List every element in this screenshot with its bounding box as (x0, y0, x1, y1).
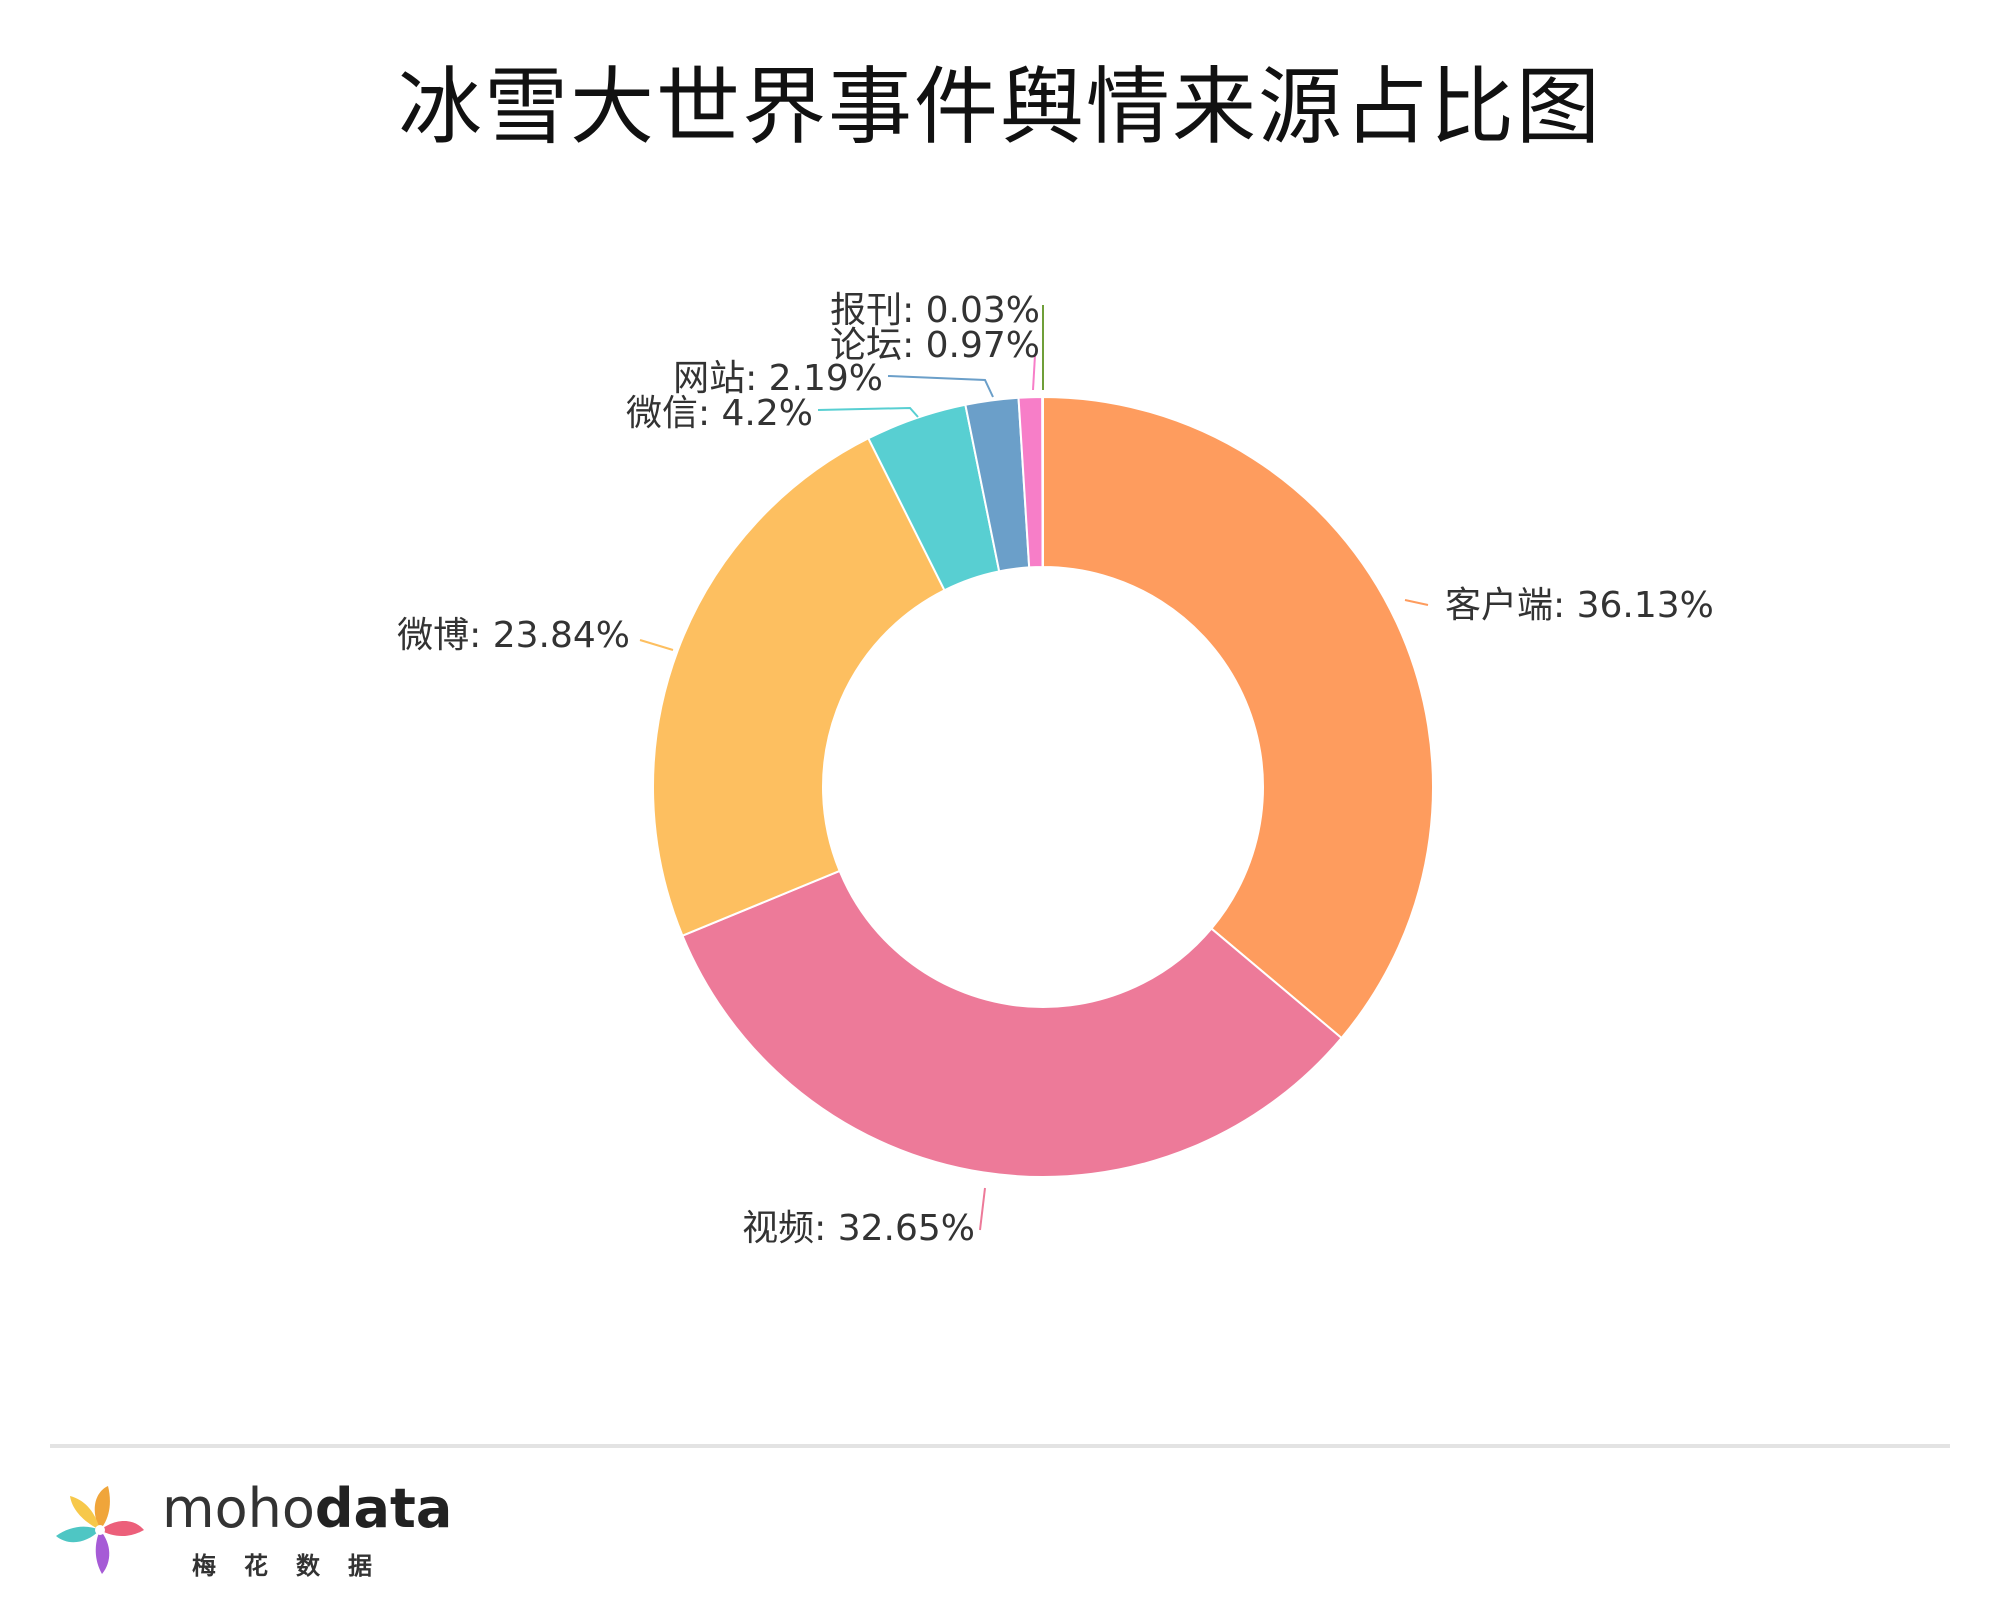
footer-divider (50, 1444, 1950, 1448)
slice-label-5: 网站: 2.19% (673, 358, 883, 399)
labels-group: 客户端: 36.13% 视频: 32.65% 微博: 23.84% 微信: 4.2%网… (397, 290, 1714, 1249)
mohodata-logo-icon (56, 1486, 144, 1574)
leader-lines-group (639, 305, 1429, 1231)
slice-label-3: 微博: 23.84% (397, 615, 630, 656)
donut-chart: 客户端: 36.13% 视频: 32.65% 微博: 23.84% 微信: 4.2%网… (397, 290, 1714, 1249)
leader-line-2 (979, 1187, 986, 1231)
leader-line-1 (1404, 599, 1429, 606)
brand-light: moho (162, 1477, 315, 1540)
slice-7 (1041, 395, 1044, 569)
slice-3 (652, 436, 946, 938)
leader-line-6 (1032, 354, 1036, 391)
brand-name: mohodata (162, 1482, 452, 1536)
chart-title: 冰雪大世界事件舆情来源占比图 (397, 58, 1602, 156)
slice-label-7: 报刊: 0.03% (830, 290, 1040, 331)
slices-group (652, 395, 1434, 1178)
brand-chinese: 梅花数据 (192, 1552, 400, 1580)
slice-1 (1042, 395, 1434, 1040)
slice-label-6: 论坛: 0.97% (830, 325, 1040, 366)
brand-bold: data (314, 1477, 453, 1540)
slice-label-1: 客户端: 36.13% (1445, 585, 1714, 626)
leader-line-5 (887, 375, 994, 398)
slice-2 (681, 869, 1343, 1178)
slice-label-4: 微信: 4.2% (626, 393, 813, 434)
slice-label-2: 视频: 32.65% (742, 1208, 975, 1249)
leader-line-3 (639, 639, 674, 651)
leader-line-4 (817, 406, 919, 418)
